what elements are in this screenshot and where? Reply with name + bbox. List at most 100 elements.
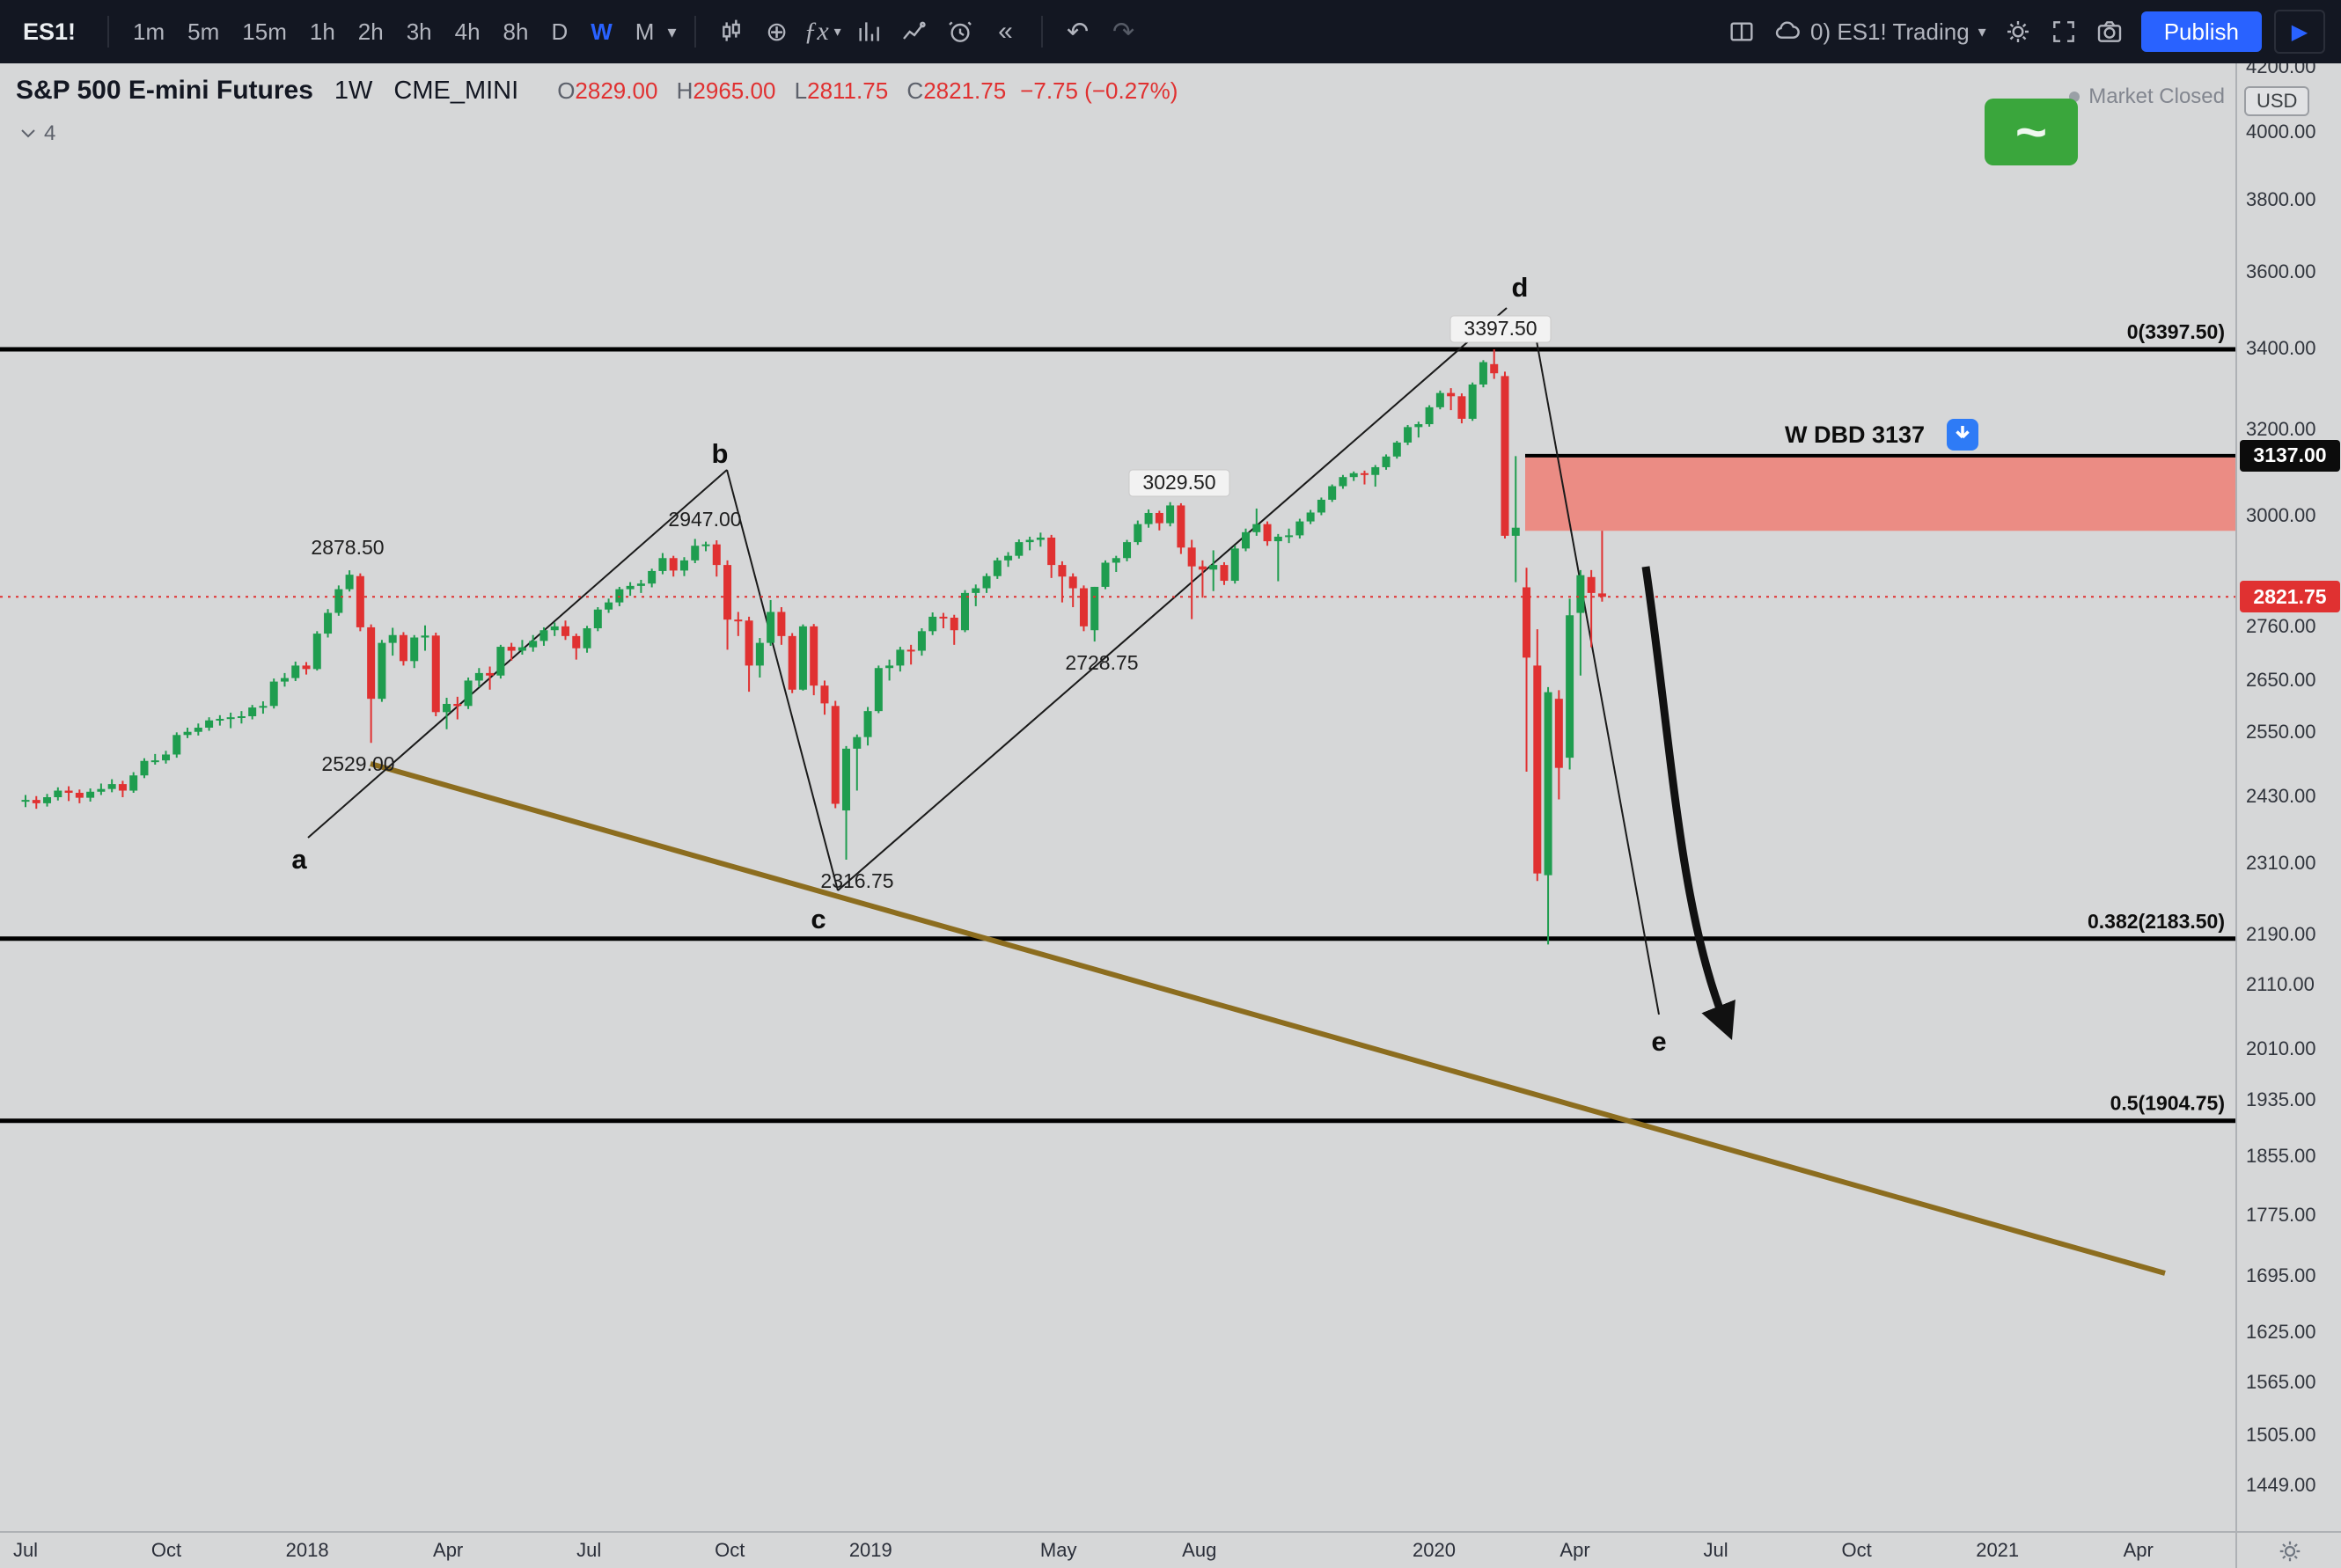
timeframe-2h[interactable]: 2h [357, 18, 384, 45]
price-tick: 4200.00 [2246, 63, 2316, 77]
undo-icon[interactable]: ↶ [1066, 17, 1090, 47]
chart-pane[interactable]: 0(3397.50) 0.382(2183.50) 0.5(1904.75) 2878… [0, 63, 2235, 1531]
price-tick: 3000.00 [2246, 503, 2316, 526]
ohlc-low-label: L [794, 77, 808, 104]
fib-retracement[interactable]: 0(3397.50) 0.382(2183.50) 0.5(1904.75) [0, 320, 2235, 1124]
chevron-down-icon [21, 129, 35, 138]
screenshot-camera-icon[interactable] [2087, 9, 2132, 55]
price-tick: 2650.00 [2246, 669, 2316, 692]
wave-d-e [1535, 335, 1660, 1015]
ohlc-high-label: H [676, 77, 693, 104]
axis-gear-icon[interactable] [2277, 1538, 2303, 1564]
time-tick-Oct: Oct [715, 1539, 745, 1561]
ohlc-close-label: C [906, 77, 924, 104]
chart-canvas[interactable]: 0(3397.50) 0.382(2183.50) 0.5(1904.75) 2878… [0, 63, 2235, 1531]
ohlc-open-value: 2829.00 [575, 77, 658, 104]
timeframe-1m[interactable]: 1m [133, 18, 165, 45]
svg-text:W DBD 3137: W DBD 3137 [1785, 421, 1925, 448]
price-tick: 1565.00 [2246, 1371, 2316, 1394]
legend-interval[interactable]: 1W [334, 77, 373, 105]
wave-a-b [307, 469, 728, 839]
axis-settings-corner[interactable] [2235, 1531, 2341, 1568]
indicators-chevron-icon: ▾ [833, 25, 841, 40]
price-tick: 3200.00 [2246, 417, 2316, 440]
time-tick-Aug: Aug [1182, 1539, 1217, 1561]
svg-text:a: a [291, 844, 307, 875]
cloud-layout-menu[interactable]: 0) ES1! Trading ▾ [1773, 18, 1986, 46]
timeframe-D[interactable]: D [551, 18, 569, 45]
time-tick-Oct: Oct [1841, 1539, 1872, 1561]
price-tick: 1449.00 [2246, 1474, 2316, 1497]
play-button[interactable]: ▶ [2274, 10, 2325, 54]
tilde-sticker[interactable]: ~ [1985, 99, 2078, 165]
toolbar-separator [693, 16, 696, 48]
ohlc-close-value: 2821.75 [923, 77, 1007, 104]
price-tick: 2760.00 [2246, 614, 2316, 637]
zone-label[interactable]: W DBD 3137 [1785, 419, 1978, 451]
compare-icon[interactable]: ⊕ [765, 17, 789, 47]
cloud-icon [1775, 21, 1800, 39]
legend[interactable]: S&P 500 E-mini Futures 1W CME_MINI O2829… [16, 76, 1178, 106]
supply-zone[interactable] [1525, 453, 2235, 531]
chart-type-icon[interactable] [708, 9, 754, 55]
svg-text:0.5(1904.75): 0.5(1904.75) [2110, 1092, 2225, 1115]
price-axis[interactable]: USD 4200.00 4000.00 3800.00 3600.00 3400.00 3… [2235, 63, 2341, 1531]
publish-button[interactable]: Publish [2140, 11, 2262, 52]
svg-text:c: c [811, 904, 826, 934]
legend-collapse-toggle[interactable]: 4 [21, 121, 55, 146]
time-tick-2021: 2021 [1976, 1539, 2020, 1561]
svg-text:e: e [1651, 1026, 1666, 1057]
price-tick: 2190.00 [2246, 923, 2316, 946]
time-tick-Jul: Jul [1703, 1539, 1728, 1561]
ohlc-high-value: 2965.00 [693, 77, 776, 104]
svg-text:3397.50: 3397.50 [1464, 317, 1537, 340]
indicators-icon[interactable]: ƒx ▾ [804, 17, 841, 46]
settings-gear-icon[interactable] [1995, 9, 2041, 55]
time-tick-Jul: Jul [576, 1539, 602, 1561]
market-status: Market Closed [2069, 84, 2225, 109]
time-tick-Apr: Apr [1559, 1539, 1590, 1561]
indicator-templates-icon[interactable] [846, 9, 892, 55]
price-tick: 4000.00 [2246, 120, 2316, 143]
replay-icon[interactable]: « [998, 17, 1013, 46]
fullscreen-icon[interactable] [2041, 9, 2087, 55]
symbol-button[interactable]: ES1! [23, 18, 77, 45]
financials-icon[interactable] [892, 9, 937, 55]
layout-chevron-icon: ▾ [1978, 22, 1986, 40]
alert-clock-icon[interactable] [937, 9, 983, 55]
time-axis[interactable]: Jul Oct 2018 Apr Jul Oct 2019 May Aug 2020 Apr Jul O… [0, 1531, 2235, 1568]
currency-label[interactable]: USD [2244, 86, 2310, 116]
timeframe-5m[interactable]: 5m [187, 18, 220, 45]
timeframe-8h[interactable]: 8h [503, 18, 529, 45]
svg-text:0.382(2183.50): 0.382(2183.50) [2088, 910, 2225, 933]
timeframe-expand-icon[interactable]: ▾ [667, 22, 677, 42]
top-toolbar: ES1! 1m 5m 15m 1h 2h 3h 4h 8h D W M ▾ ⊕ ƒx ▾ « ↶ ↷ [0, 0, 2341, 63]
timeframe-1h[interactable]: 1h [309, 18, 335, 45]
hidden-count: 4 [44, 121, 56, 145]
timeframe-4h[interactable]: 4h [454, 18, 481, 45]
trend-lines[interactable] [307, 307, 2166, 1276]
time-tick-Jul: Jul [12, 1539, 39, 1561]
market-status-label: Market Closed [2088, 84, 2225, 108]
layout-name: 0) ES1! Trading [1810, 18, 1970, 45]
legend-symbol-title[interactable]: S&P 500 E-mini Futures [16, 76, 313, 105]
price-tick: 1935.00 [2246, 1088, 2316, 1110]
timeframe-M[interactable]: M [635, 18, 655, 45]
time-tick-2020: 2020 [1413, 1539, 1456, 1561]
redo-icon[interactable]: ↷ [1112, 17, 1135, 47]
price-note-labels[interactable]: 2878.50 2947.00 3029.50 2728.75 2529.00 2316.… [311, 315, 1552, 892]
wave-letters[interactable]: a b c d e [291, 272, 1666, 1057]
time-tick-Apr: Apr [433, 1539, 464, 1561]
timeframe-3h[interactable]: 3h [406, 18, 432, 45]
toolbar-right: 0) ES1! Trading ▾ Publish ▶ [1719, 0, 2341, 63]
timeframe-W[interactable]: W [591, 18, 613, 45]
price-tick: 2310.00 [2246, 852, 2316, 875]
svg-text:2316.75: 2316.75 [820, 869, 893, 892]
wave-b-c [726, 469, 839, 891]
downtrend-olive [370, 761, 2166, 1276]
layout-select-icon[interactable] [1719, 9, 1765, 55]
price-tick: 2550.00 [2246, 720, 2316, 743]
projection-arrow[interactable] [1641, 566, 1736, 1041]
timeframe-15m[interactable]: 15m [242, 18, 287, 45]
